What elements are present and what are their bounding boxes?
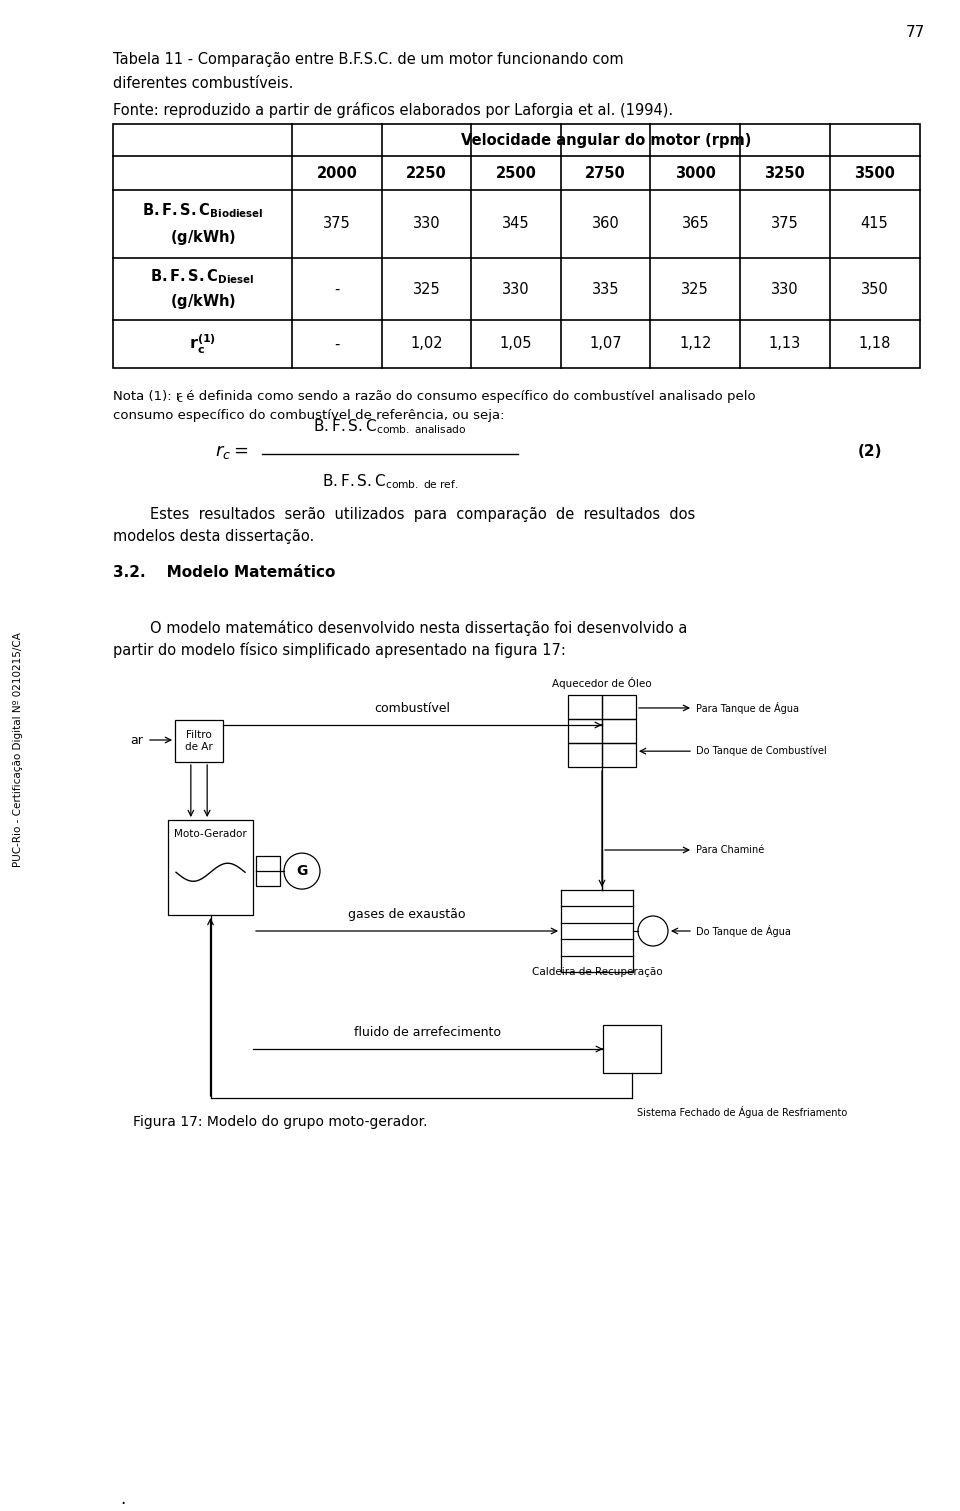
- Text: fluido de arrefecimento: fluido de arrefecimento: [354, 1026, 501, 1040]
- Text: Nota (1): r: Nota (1): r: [113, 390, 181, 403]
- Text: Fonte: reproduzido a partir de gráficos elaborados por Laforgia et al. (1994).: Fonte: reproduzido a partir de gráficos …: [113, 103, 673, 118]
- Text: 365: 365: [682, 216, 709, 231]
- Text: 325: 325: [413, 281, 441, 296]
- Text: 3000: 3000: [675, 166, 716, 180]
- Text: -: -: [334, 337, 340, 352]
- Text: 2250: 2250: [406, 166, 447, 180]
- Text: combustível: combustível: [374, 703, 450, 715]
- Text: PUC-Rio - Certificação Digital Nº 0210215/CA: PUC-Rio - Certificação Digital Nº 021021…: [13, 633, 23, 867]
- Text: $\mathbf{r_c^{(1)}}$: $\mathbf{r_c^{(1)}}$: [189, 332, 216, 355]
- Text: 345: 345: [502, 216, 530, 231]
- Text: 2000: 2000: [317, 166, 357, 180]
- Text: 2750: 2750: [586, 166, 626, 180]
- Bar: [113, 124, 920, 369]
- Bar: [168, 820, 253, 916]
- Text: c: c: [176, 394, 182, 403]
- Text: gases de exaustão: gases de exaustão: [348, 908, 466, 922]
- Text: partir do modelo físico simplificado apresentado na figura 17:: partir do modelo físico simplificado apr…: [113, 642, 565, 657]
- Text: 3250: 3250: [764, 166, 805, 180]
- Text: 1,13: 1,13: [769, 337, 801, 352]
- Text: 3500: 3500: [854, 166, 895, 180]
- Text: -: -: [334, 281, 340, 296]
- Text: Do Tanque de Água: Do Tanque de Água: [696, 925, 791, 937]
- Text: Velocidade angular do motor (rpm): Velocidade angular do motor (rpm): [461, 133, 752, 148]
- Bar: [568, 695, 602, 719]
- Text: 1,05: 1,05: [500, 337, 533, 352]
- Text: G: G: [297, 864, 308, 878]
- Text: 350: 350: [860, 281, 888, 296]
- Text: O modelo matemático desenvolvido nesta dissertação foi desenvolvido a: O modelo matemático desenvolvido nesta d…: [113, 620, 687, 636]
- Text: $\mathrm{B.F.S.C}_{\mathrm{comb.\;analisado}}$: $\mathrm{B.F.S.C}_{\mathrm{comb.\;analis…: [313, 417, 467, 437]
- Text: $\mathbf{(g/kWh)}$: $\mathbf{(g/kWh)}$: [170, 292, 235, 311]
- Text: 1,07: 1,07: [589, 337, 622, 352]
- Text: 325: 325: [682, 281, 709, 296]
- Text: 3.2.    Modelo Matemático: 3.2. Modelo Matemático: [113, 565, 335, 580]
- Text: 1,12: 1,12: [679, 337, 711, 352]
- Text: Moto-Gerador: Moto-Gerador: [174, 830, 247, 839]
- Bar: [602, 719, 636, 743]
- Text: 330: 330: [771, 281, 799, 296]
- Text: Estes  resultados  serão  utilizados  para  comparação  de  resultados  dos: Estes resultados serão utilizados para c…: [113, 508, 695, 521]
- Text: consumo específico do combustível de referência, ou seja:: consumo específico do combustível de ref…: [113, 409, 505, 422]
- Text: 1,02: 1,02: [410, 337, 443, 352]
- Text: 2500: 2500: [495, 166, 537, 180]
- Text: é definida como sendo a razão do consumo específico do combustível analisado pel: é definida como sendo a razão do consumo…: [182, 390, 756, 403]
- Bar: [175, 721, 223, 762]
- Text: (2): (2): [857, 444, 882, 459]
- Text: $r_c =$: $r_c =$: [214, 443, 248, 461]
- Text: 375: 375: [324, 216, 350, 231]
- Text: Caldeira de Recuperação: Caldeira de Recuperação: [532, 967, 662, 978]
- Text: 77: 77: [905, 26, 924, 39]
- Text: 1,18: 1,18: [858, 337, 891, 352]
- Bar: [256, 857, 280, 885]
- Text: 415: 415: [860, 216, 888, 231]
- Text: Para Tanque de Água: Para Tanque de Água: [696, 703, 799, 715]
- Text: Do Tanque de Combustível: Do Tanque de Combustível: [696, 746, 827, 757]
- Bar: [602, 695, 636, 719]
- Text: Para Chaminé: Para Chaminé: [696, 845, 764, 855]
- Text: $\mathbf{B.F.S.C_{\mathbf{Biodiesel}}}$: $\mathbf{B.F.S.C_{\mathbf{Biodiesel}}}$: [142, 201, 263, 219]
- Text: diferentes combustíveis.: diferentes combustíveis.: [113, 76, 294, 91]
- Text: $\mathbf{B.F.S.C_{\mathbf{Diesel}}}$: $\mathbf{B.F.S.C_{\mathbf{Diesel}}}$: [151, 267, 254, 286]
- Bar: [568, 719, 602, 743]
- Bar: [568, 743, 602, 768]
- Text: Filtro
de Ar: Filtro de Ar: [185, 730, 213, 752]
- Text: 330: 330: [502, 281, 530, 296]
- Text: 330: 330: [413, 216, 441, 231]
- Text: Sistema Fechado de Água de Resfriamento: Sistema Fechado de Água de Resfriamento: [637, 1106, 848, 1118]
- Text: .: .: [120, 1490, 125, 1508]
- Bar: [603, 1024, 661, 1073]
- Text: Tabela 11 - Comparação entre B.F.S.C. de um motor funcionando com: Tabela 11 - Comparação entre B.F.S.C. de…: [113, 51, 624, 66]
- Text: modelos desta dissertação.: modelos desta dissertação.: [113, 529, 314, 544]
- Text: 360: 360: [591, 216, 619, 231]
- Text: $\mathbf{(g/kWh)}$: $\mathbf{(g/kWh)}$: [170, 228, 235, 248]
- Text: $\mathrm{B.F.S.C}_{\mathrm{comb.\;de\;ref.}}$: $\mathrm{B.F.S.C}_{\mathrm{comb.\;de\;re…: [322, 471, 458, 491]
- Text: ar: ar: [131, 733, 143, 746]
- Text: 335: 335: [592, 281, 619, 296]
- Text: Aquecedor de Óleo: Aquecedor de Óleo: [552, 677, 652, 689]
- Text: 375: 375: [771, 216, 799, 231]
- Text: Figura 17: Modelo do grupo moto-gerador.: Figura 17: Modelo do grupo moto-gerador.: [133, 1115, 427, 1129]
- Bar: [602, 743, 636, 768]
